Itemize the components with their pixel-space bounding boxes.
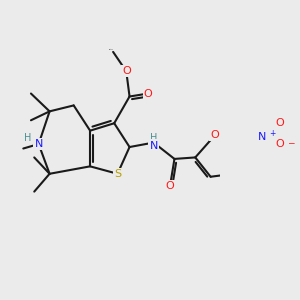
Text: O: O (275, 139, 284, 149)
Text: O: O (211, 130, 219, 140)
Text: O: O (166, 181, 174, 191)
Text: N: N (149, 140, 158, 151)
Text: H: H (150, 133, 157, 143)
Text: S: S (114, 169, 121, 179)
Text: N: N (34, 139, 43, 149)
Text: methyl: methyl (109, 49, 114, 50)
Text: H: H (24, 133, 31, 143)
Text: O: O (275, 118, 284, 128)
Text: O: O (144, 88, 152, 98)
Text: N: N (258, 132, 266, 142)
Text: −: − (287, 138, 294, 147)
Text: +: + (269, 129, 275, 138)
Text: O: O (122, 66, 130, 76)
